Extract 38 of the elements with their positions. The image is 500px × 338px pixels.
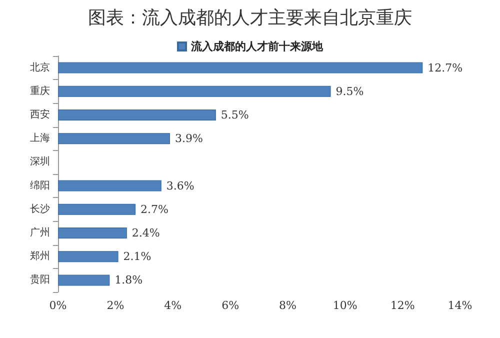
data-label: 3.9% <box>174 132 203 146</box>
y-tick-label: 贵阳 <box>30 274 50 286</box>
data-label: 9.5% <box>336 84 364 98</box>
bar <box>58 133 170 144</box>
bar <box>58 110 216 120</box>
legend-label: 流入成都的人才前十来源地 <box>190 40 324 53</box>
data-label: 1.8% <box>114 274 143 287</box>
bar <box>58 86 331 97</box>
x-tick-label: 12% <box>390 299 415 312</box>
data-label: 2.7% <box>140 202 168 216</box>
chart-title: 图表：流入成都的人才主要来自北京重庆 <box>88 8 412 28</box>
y-tick-label: 重庆 <box>30 84 50 97</box>
x-tick-label: 14% <box>448 299 472 312</box>
data-label: 5.5% <box>220 108 249 122</box>
y-tick-label: 西安 <box>30 108 50 120</box>
y-tick-label: 深圳 <box>30 156 50 168</box>
y-tick-label: 北京 <box>30 61 50 74</box>
bar <box>58 204 136 215</box>
x-tick-label: 2% <box>106 299 124 312</box>
x-tick-label: 8% <box>278 299 296 312</box>
y-tick-label: 长沙 <box>30 202 50 215</box>
y-tick-label: 绵阳 <box>30 179 50 192</box>
x-tick-label: 0% <box>49 299 67 312</box>
data-label: 2.4% <box>132 226 160 240</box>
x-tick-label: 6% <box>222 299 240 312</box>
data-label: 3.6% <box>166 179 194 192</box>
bar <box>58 62 423 74</box>
bar <box>58 274 110 286</box>
x-tick-label: 10% <box>332 299 358 312</box>
y-tick-label: 广州 <box>30 226 50 238</box>
y-tick-label: 郑州 <box>30 250 50 262</box>
data-label: 12.7% <box>428 61 463 74</box>
data-label: 2.1% <box>123 250 152 264</box>
bar <box>58 251 118 262</box>
x-tick-label: 4% <box>164 299 182 312</box>
y-tick-label: 上海 <box>30 132 50 144</box>
bar <box>58 228 127 238</box>
bar <box>58 180 162 192</box>
